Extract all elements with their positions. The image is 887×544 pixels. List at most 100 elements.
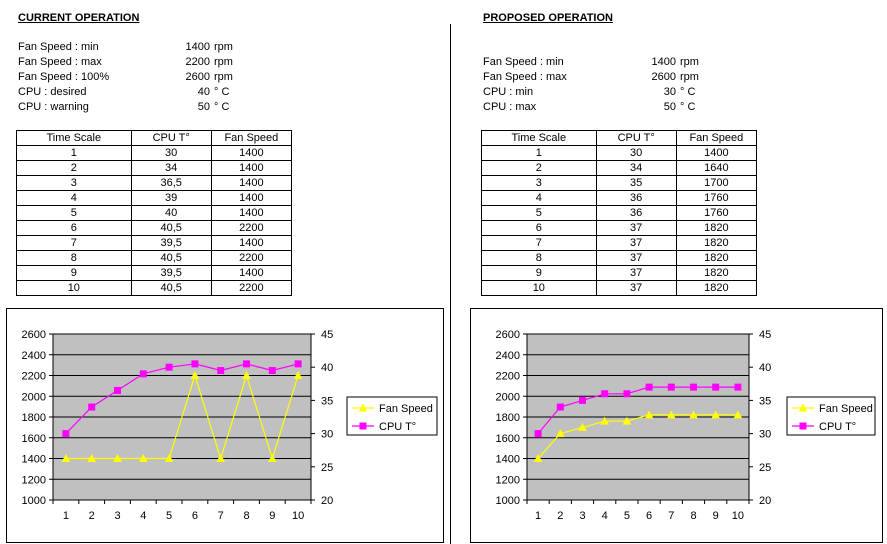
table-cell: 2 [16, 160, 132, 176]
table-cell: 1400 [210, 190, 293, 206]
legend-label: CPU T° [379, 421, 416, 433]
data-point-marker [87, 453, 97, 462]
param-unit: ° C [680, 86, 696, 98]
proposed-operation-panel: PROPOSED OPERATION Fan Speed : min 1400 rp… [452, 0, 887, 544]
table-row: 1 30 1400 [16, 145, 293, 161]
table-row: 8 37 1820 [481, 250, 758, 266]
table-row: 9 39,5 1400 [16, 265, 293, 281]
table-cell: 35 [595, 175, 677, 191]
table-cell: 1 [481, 145, 597, 161]
param-unit: rpm [680, 71, 699, 83]
data-point-marker [534, 430, 542, 438]
table-row: 9 37 1820 [481, 265, 758, 281]
y-right-tick-label: 30 [759, 429, 771, 441]
param-label: Fan Speed : min [18, 41, 99, 53]
data-point-marker [61, 453, 71, 462]
data-point-marker [712, 383, 720, 391]
param-row: CPU : max 50 ° C [483, 100, 723, 115]
table-cell: 9 [16, 265, 132, 281]
table-row: 4 36 1760 [481, 190, 758, 206]
table-cell: 3 [16, 175, 132, 191]
param-row: Fan Speed : 100% 2600 rpm [18, 70, 258, 85]
data-point-marker [88, 403, 96, 411]
table-header-row: Time Scale CPU T° Fan Speed [16, 130, 293, 146]
data-point-marker [267, 453, 277, 462]
y-left-tick-label: 1800 [496, 412, 520, 424]
y-left-tick-label: 2400 [496, 350, 520, 362]
table-cell: 1400 [210, 145, 293, 161]
data-point-marker [690, 383, 697, 391]
param-value: 50 [663, 101, 676, 113]
x-tick-label: 1 [63, 510, 69, 522]
table-cell: 1760 [675, 190, 758, 206]
data-point-marker [600, 416, 610, 425]
table-row: 6 40,5 2200 [16, 220, 293, 236]
y-left-tick-label: 1000 [22, 495, 46, 507]
data-point-marker [294, 360, 302, 368]
x-tick-label: 8 [690, 510, 696, 522]
current-data-table: Time Scale CPU T° Fan Speed 1 30 1400 2 34 1400 3… [16, 130, 293, 296]
data-point-marker [666, 410, 676, 419]
data-point-marker [268, 367, 276, 375]
param-unit: rpm [214, 56, 233, 68]
y-left-tick-label: 2400 [22, 350, 46, 362]
param-value: 30 [663, 86, 676, 98]
series-square [62, 360, 302, 438]
table-cell: 1820 [675, 220, 758, 236]
y-left-tick-label: 2200 [496, 371, 520, 383]
table-cell: 7 [16, 235, 132, 251]
y-right-tick-label: 20 [759, 495, 771, 507]
data-point-marker [533, 453, 543, 462]
data-point-marker [164, 453, 174, 462]
series-line [65, 363, 299, 435]
series-line [65, 373, 299, 461]
column-header: Time Scale [16, 130, 132, 146]
y-left-tick-label: 2600 [22, 329, 46, 341]
y-left-tick-label: 2200 [22, 371, 46, 383]
table-cell: 1 [16, 145, 132, 161]
table-cell: 30 [130, 145, 212, 161]
y-right-tick-label: 45 [759, 329, 771, 341]
table-cell: 37 [595, 235, 677, 251]
table-row: 2 34 1400 [16, 160, 293, 176]
y-right-tick-label: 35 [759, 395, 771, 407]
table-cell: 1820 [675, 280, 758, 296]
y-right-tick-label: 45 [321, 329, 333, 341]
param-value: 2600 [651, 71, 676, 83]
param-label: CPU : desired [18, 86, 87, 98]
legend: Fan Speed CPU T° [346, 396, 438, 436]
data-point-marker [242, 370, 251, 379]
table-header-row: Time Scale CPU T° Fan Speed [481, 130, 758, 146]
table-row: 3 36,5 1400 [16, 175, 293, 191]
param-label: Fan Speed : 100% [18, 71, 110, 83]
column-header: CPU T° [130, 130, 212, 146]
x-tick-label: 3 [579, 510, 585, 522]
data-point-marker [644, 410, 654, 419]
table-cell: 1400 [210, 265, 293, 281]
param-row: Fan Speed : min 1400 rpm [18, 40, 258, 55]
series-line [537, 414, 738, 459]
data-point-marker [711, 410, 721, 419]
table-cell: 1400 [675, 145, 758, 161]
table-cell: 37 [595, 220, 677, 236]
table-cell: 39,5 [130, 265, 212, 281]
data-point-marker [601, 390, 609, 398]
data-point-marker [556, 403, 564, 411]
param-unit: rpm [214, 41, 233, 53]
x-tick-label: 5 [166, 510, 172, 522]
y-right-tick-label: 40 [321, 362, 333, 374]
table-cell: 1700 [675, 175, 758, 191]
x-tick-label: 5 [624, 510, 630, 522]
table-row: 5 40 1400 [16, 205, 293, 221]
legend-marker [359, 422, 367, 430]
table-row: 5 36 1760 [481, 205, 758, 221]
table-cell: 10 [16, 280, 132, 296]
data-point-marker [667, 383, 675, 391]
table-cell: 1820 [675, 250, 758, 266]
y-right-tick-label: 20 [321, 495, 333, 507]
data-point-marker [114, 386, 121, 394]
data-point-marker [165, 363, 173, 371]
param-value: 50 [197, 101, 210, 113]
y-right-tick-label: 40 [759, 362, 771, 374]
table-row: 10 37 1820 [481, 280, 758, 296]
